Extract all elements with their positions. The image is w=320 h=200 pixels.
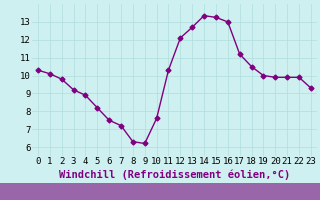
- X-axis label: Windchill (Refroidissement éolien,°C): Windchill (Refroidissement éolien,°C): [59, 169, 290, 180]
